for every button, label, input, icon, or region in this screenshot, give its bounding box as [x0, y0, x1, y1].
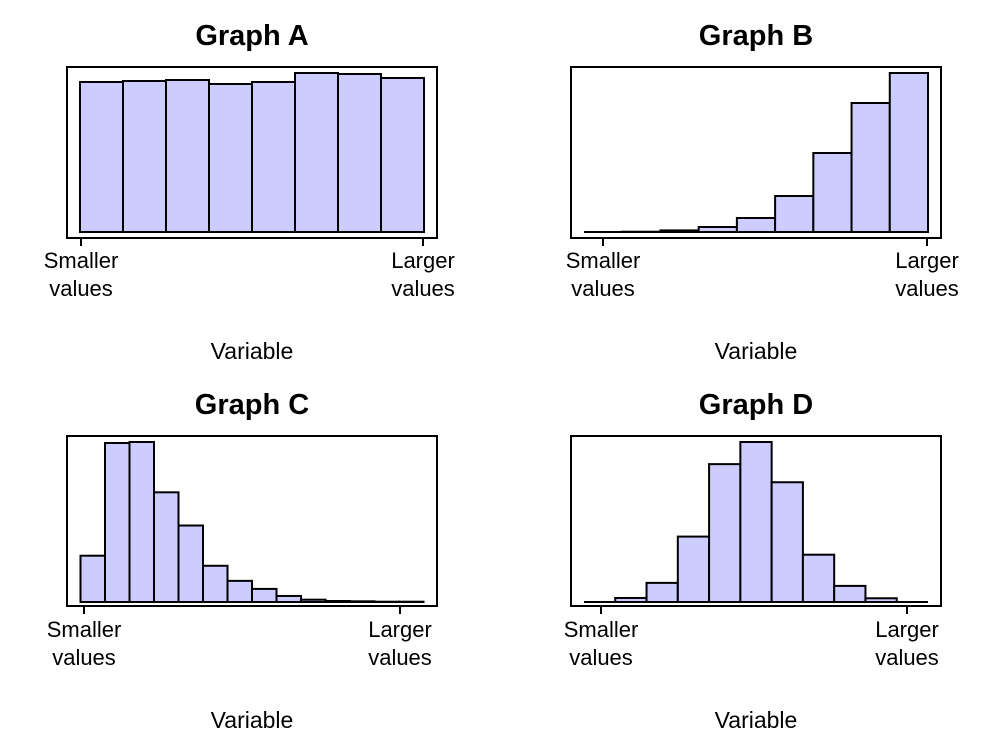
graph-c-panel: Graph C Smaller values Larger values Variable	[47, 389, 438, 733]
graph-b-tick-label: values	[895, 276, 959, 301]
histogram-bar	[122, 80, 167, 233]
graph-a-tick-label: values	[49, 276, 113, 301]
graph-c-tick-label: Larger	[368, 617, 432, 642]
graph-a-tick-label: Smaller	[44, 248, 119, 273]
graph-b-x-axis-label: Variable	[715, 338, 798, 364]
histogram-bar	[202, 564, 229, 603]
histogram-bar	[294, 72, 339, 233]
histogram-bar	[774, 195, 815, 233]
histogram-bar	[128, 441, 155, 603]
histogram-bar	[888, 72, 929, 233]
graph-b-tick-label: Larger	[895, 248, 959, 273]
graph-c-tick-label: values	[368, 645, 432, 670]
histogram-bar	[251, 587, 278, 603]
histogram-bar	[337, 73, 382, 233]
graph-c-x-axis-label: Variable	[211, 707, 294, 733]
graph-b-title: Graph B	[699, 20, 813, 52]
graph-a-plot-frame	[66, 66, 438, 239]
histogram-bar	[104, 442, 131, 603]
graph-c-tick-label: Smaller	[47, 617, 122, 642]
histogram-bar	[812, 152, 853, 233]
histogram-bar	[165, 79, 210, 233]
histogram-bar	[676, 535, 711, 603]
histogram-bar	[380, 77, 425, 233]
histogram-bar	[739, 441, 773, 603]
histogram-bar	[79, 81, 124, 233]
graph-a-panel: Graph A Smaller values Larger values Variable	[44, 20, 455, 364]
histogram-bar	[850, 102, 891, 233]
graph-b-plot-frame	[570, 66, 942, 239]
histogram-bar	[833, 584, 867, 603]
graph-a-bars	[79, 72, 425, 233]
histogram-bar	[735, 217, 777, 233]
graph-d-bars	[614, 441, 898, 604]
graph-b-bars	[621, 72, 929, 233]
graph-c-tick-label: values	[52, 645, 116, 670]
graph-d-plot-frame	[570, 435, 942, 607]
histogram-bar	[801, 553, 836, 604]
graph-c-plot-frame	[66, 435, 438, 607]
graph-c-title: Graph C	[195, 389, 309, 421]
histogram-bar	[208, 83, 253, 233]
graph-b-panel: Graph B Smaller values Larger values Variable	[566, 20, 959, 364]
graph-c-bars	[79, 441, 425, 604]
histogram-bar	[645, 581, 679, 603]
graph-d-tick-label: Larger	[875, 617, 939, 642]
graph-a-x-axis-label: Variable	[211, 338, 294, 364]
histogram-bar	[79, 554, 106, 603]
graph-a-tick-label: values	[391, 276, 455, 301]
graph-d-tick-label: values	[569, 645, 633, 670]
histogram-bar	[177, 524, 204, 604]
graph-b-tick-label: values	[571, 276, 635, 301]
graph-a-title: Graph A	[195, 20, 308, 52]
graph-d-tick-label: Smaller	[564, 617, 639, 642]
graph-d-title: Graph D	[699, 389, 813, 421]
graph-b-tick-label: Smaller	[566, 248, 641, 273]
histogram-bar	[226, 579, 253, 603]
histogram-bar	[770, 481, 804, 604]
graph-a-tick-label: Larger	[391, 248, 455, 273]
histogram-bar	[153, 491, 180, 603]
histogram-bar	[251, 81, 296, 233]
graph-d-x-axis-label: Variable	[715, 707, 798, 733]
histogram-bar	[708, 463, 742, 603]
graph-d-tick-label: values	[875, 645, 939, 670]
graph-d-panel: Graph D Smaller values Larger values Variable	[564, 389, 942, 733]
